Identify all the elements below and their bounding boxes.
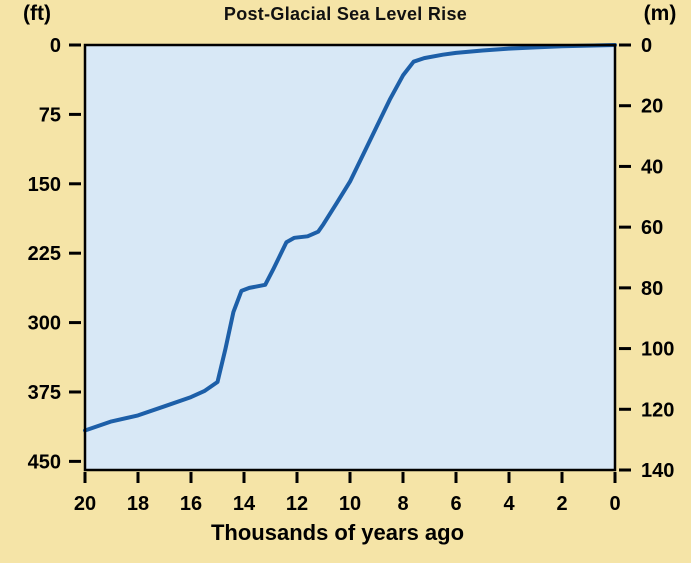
left-axis-tick-label: 225 — [28, 243, 61, 265]
sea-level-curve — [83, 43, 617, 433]
x-axis-tick-label: 20 — [74, 493, 96, 515]
x-axis-tick-label: 8 — [397, 493, 408, 515]
x-axis-tick-label: 14 — [233, 493, 256, 515]
left-axis-tick-label: 450 — [28, 451, 61, 473]
x-axis-tick-label: 2 — [556, 493, 567, 515]
right-axis-tick-label: 140 — [641, 460, 674, 482]
plot-border — [83, 43, 617, 472]
x-axis-tick-label: 4 — [503, 493, 515, 515]
left-axis-tick-label: 0 — [50, 35, 61, 57]
right-axis-tick-label: 20 — [641, 96, 663, 118]
plot-background — [85, 45, 615, 470]
x-axis-tick-label: 16 — [180, 493, 202, 515]
x-axis-tick-label: 0 — [609, 493, 620, 515]
left-axis-tick-label: 150 — [28, 174, 61, 196]
right-axis-tick-label: 0 — [641, 35, 652, 57]
right-axis-unit-label: (m) — [643, 2, 677, 25]
x-axis-title: Thousands of years ago — [210, 520, 465, 545]
right-axis-tick-label: 40 — [641, 156, 663, 178]
left-axis-unit-label: (ft) — [23, 2, 51, 25]
x-axis-tick-label: 6 — [450, 493, 461, 515]
left-axis-tick-label: 300 — [28, 313, 61, 335]
right-axis-tick-label: 80 — [641, 278, 663, 300]
left-axis-tick-label: 375 — [28, 382, 61, 404]
x-axis-tick-label: 10 — [339, 493, 361, 515]
x-axis-tick-label: 18 — [127, 493, 149, 515]
right-axis-tick-label: 120 — [641, 399, 674, 421]
chart-title: Post-Glacial Sea Level Rise — [223, 4, 468, 24]
left-axis-tick-label: 75 — [39, 104, 61, 126]
x-axis-tick-label: 12 — [286, 493, 308, 515]
right-axis-tick-label: 100 — [641, 339, 674, 361]
right-axis-tick-label: 60 — [641, 217, 663, 239]
